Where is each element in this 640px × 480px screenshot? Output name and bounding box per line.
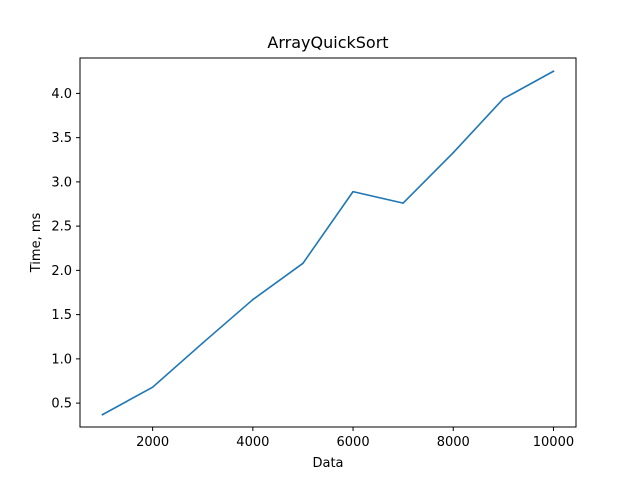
y-axis-label: Time, ms (29, 213, 44, 274)
x-tick-label: 4000 (236, 435, 269, 450)
x-tick-label: 2000 (136, 435, 169, 450)
plot-frame (79, 57, 577, 428)
y-tick-label: 4.0 (51, 87, 72, 102)
x-tick-label: 10000 (533, 435, 574, 450)
data-point (452, 151, 455, 154)
x-axis-label: Data (312, 456, 343, 471)
y-tick-label: 2.5 (51, 220, 72, 235)
data-point (502, 97, 505, 100)
data-point (151, 386, 154, 388)
y-tick-label: 1.5 (51, 308, 72, 323)
data-point (201, 342, 204, 344)
y-tick-label: 0.5 (51, 397, 72, 412)
data-point (101, 413, 104, 416)
chart-title: ArrayQuickSort (267, 33, 388, 52)
y-tick-label: 2.0 (51, 264, 72, 279)
series-line-0 (101, 70, 555, 416)
x-tick-label: 6000 (337, 435, 370, 450)
data-point (302, 262, 304, 265)
data-point (402, 202, 404, 204)
plot-layer (101, 70, 555, 416)
x-tick-label: 8000 (437, 435, 470, 450)
y-tick-label: 3.5 (51, 131, 72, 146)
y-tick-label: 1.0 (51, 352, 72, 367)
ticks-layer: 2000 4000 6000 8000 10000 0.5 1.0 1.5 2.0 2.5 3.0 3… (51, 87, 574, 450)
data-point (552, 70, 555, 73)
data-point (352, 190, 354, 193)
data-point (252, 298, 254, 301)
y-tick-label: 3.0 (51, 175, 72, 190)
